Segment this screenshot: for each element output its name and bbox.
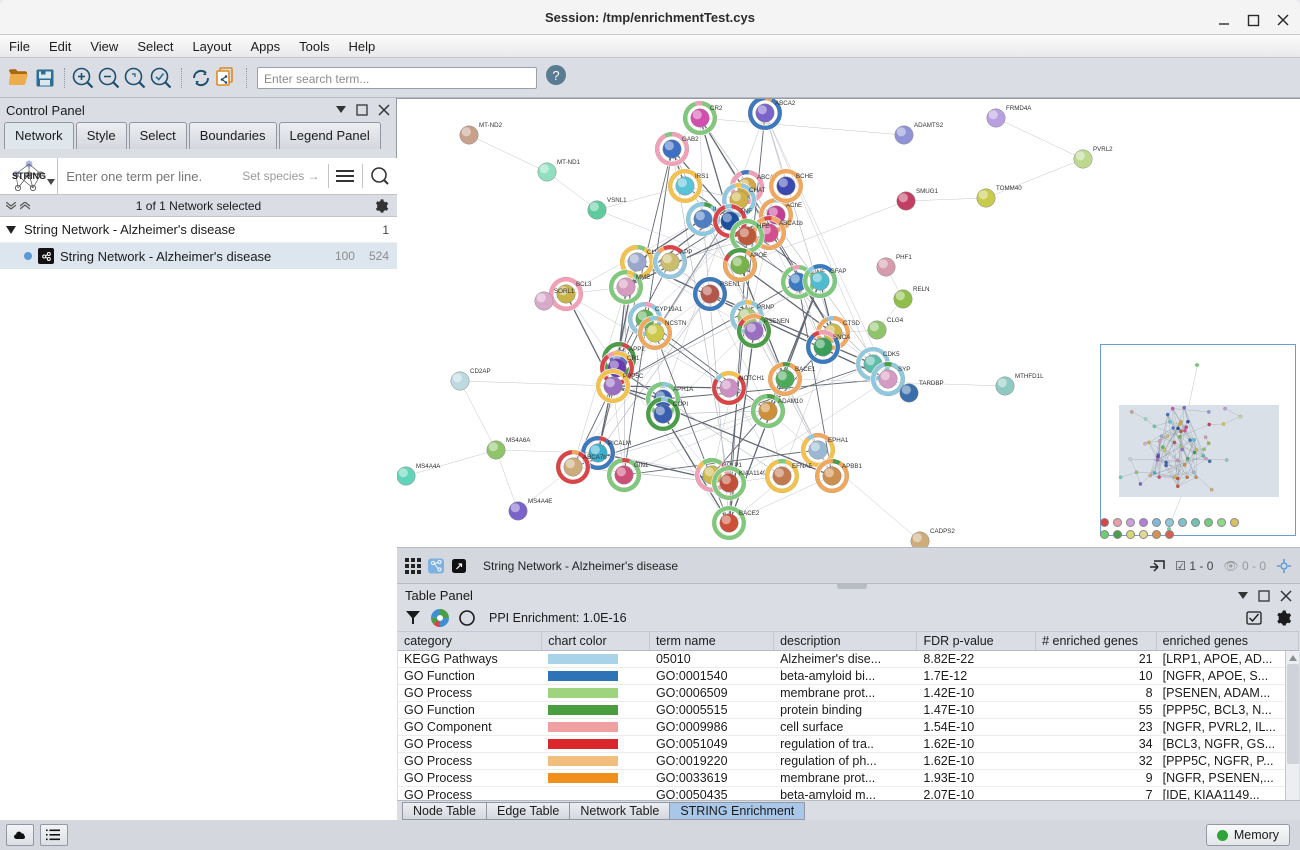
svg-text:COPI: COPI [673, 401, 688, 408]
svg-text:SYP: SYP [898, 366, 910, 373]
svg-text:CR2: CR2 [710, 105, 723, 112]
svg-text:NOTCH1: NOTCH1 [739, 375, 765, 382]
svg-text:PSEN1: PSEN1 [720, 281, 741, 288]
svg-text:PVRL2: PVRL2 [1093, 146, 1113, 153]
svg-text:APP2: APP2 [629, 346, 645, 353]
svg-text:TOMM40: TOMM40 [996, 185, 1022, 192]
svg-text:CD2AP: CD2AP [470, 368, 491, 375]
svg-text:CDK5: CDK5 [883, 351, 900, 358]
svg-text:BCHE: BCHE [796, 173, 813, 180]
svg-text:ABCA2: ABCA2 [775, 100, 796, 107]
svg-text:CLG4: CLG4 [887, 317, 904, 324]
svg-text:MS4A4E: MS4A4E [528, 498, 552, 505]
svg-text:SMUG1: SMUG1 [916, 188, 939, 195]
svg-text:MT-ND2: MT-ND2 [479, 122, 503, 129]
svg-text:TARDBP: TARDBP [919, 380, 944, 387]
svg-text:STRING: STRING [12, 171, 46, 181]
svg-text:PSENEN: PSENEN [764, 318, 789, 325]
svg-text:PHF1: PHF1 [896, 254, 912, 261]
svg-text:MTHFD1L: MTHFD1L [1015, 373, 1044, 380]
svg-text:APOE: APOE [750, 252, 767, 259]
svg-text:GIN1: GIN1 [634, 462, 649, 469]
svg-text:GAB2: GAB2 [682, 136, 699, 143]
svg-text:EPHA1: EPHA1 [828, 437, 849, 444]
svg-text:VSNL1: VSNL1 [607, 197, 627, 204]
svg-text:APH1A: APH1A [673, 386, 694, 393]
svg-text:SORL1: SORL1 [554, 288, 575, 295]
svg-text:ABCA1b: ABCA1b [779, 220, 803, 227]
svg-text:KIAA1149: KIAA1149 [739, 470, 767, 477]
svg-text:ADAM10: ADAM10 [778, 398, 803, 405]
svg-text:GFAP: GFAP [830, 268, 847, 275]
svg-text:EFNA5: EFNA5 [792, 463, 813, 470]
svg-text:IRS1: IRS1 [695, 173, 709, 180]
svg-text:MS4A6A: MS4A6A [506, 437, 531, 444]
svg-text:PPP5C: PPP5C [623, 373, 644, 380]
svg-text:TNF: TNF [740, 208, 752, 215]
svg-text:MME: MME [636, 274, 650, 281]
svg-text:BACE2: BACE2 [739, 510, 760, 517]
svg-text:BCL3: BCL3 [576, 281, 592, 288]
svg-text:CADPS2: CADPS2 [930, 528, 955, 535]
svg-text:APP: APP [680, 249, 692, 256]
svg-text:CYP19A1: CYP19A1 [655, 306, 683, 313]
svg-text:PICALM: PICALM [608, 440, 631, 447]
svg-text:RELN: RELN [913, 286, 930, 293]
svg-text:APBB1: APBB1 [842, 463, 863, 470]
svg-text:NCSTN: NCSTN [665, 320, 686, 327]
svg-text:CTSD: CTSD [843, 320, 860, 327]
svg-text:FRMD4A: FRMD4A [1006, 105, 1032, 112]
svg-text:HFE: HFE [757, 223, 769, 230]
svg-text:?: ? [552, 68, 559, 83]
svg-text:MS4A4A: MS4A4A [416, 463, 441, 470]
svg-text:PRNP: PRNP [757, 304, 774, 311]
svg-text:BACE1: BACE1 [795, 366, 816, 373]
svg-text:ADAMTS2: ADAMTS2 [914, 122, 944, 129]
svg-text:SNCA: SNCA [833, 334, 851, 341]
svg-text:ABCA7b: ABCA7b [583, 454, 607, 461]
svg-text:CR1: CR1 [627, 355, 640, 362]
svg-text:CHAT: CHAT [749, 187, 766, 194]
svg-text:MT-ND1: MT-ND1 [557, 159, 581, 166]
